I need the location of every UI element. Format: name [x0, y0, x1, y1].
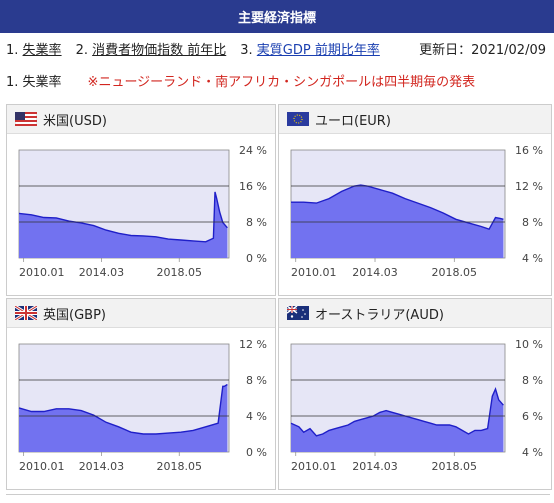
nav-item-gdp[interactable]: 3. 実質GDP 前期比年率 [240, 42, 380, 58]
series-line [18, 383, 228, 435]
y-tick-label: 24 % [239, 144, 267, 157]
chart-aud: 10 % 8 % 6 % 4 % 2010.01 2014.03 2018.05 [290, 338, 543, 473]
nav-item-cpi[interactable]: 2. 消費者物価指数 前年比 [75, 42, 227, 58]
panel-title: 米国(USD) [43, 113, 107, 129]
y-tick-label: 16 % [239, 180, 267, 193]
panel-aud: オーストラリア(AUD) 10 % 8 % 6 % 4 % 2010.01 2014.03… [278, 298, 552, 490]
x-tick-label: 2018.05 [432, 266, 478, 279]
panel-title: 英国(GBP) [43, 307, 106, 323]
y-tick-label: 12 % [515, 180, 543, 193]
y-tick-label: 12 % [239, 338, 267, 351]
x-tick-label: 2010.01 [19, 266, 65, 279]
panel-eur: ユーロ(EUR) 16 % 12 % 8 % 4 % 2010.01 2014.03 201… [278, 104, 552, 296]
section-title: 1. 失業率 [6, 74, 62, 90]
nav-link-unemployment[interactable]: 失業率 [22, 42, 62, 58]
au-flag-icon [287, 306, 309, 320]
y-tick-label: 8 % [246, 216, 267, 229]
x-tick-label: 2014.03 [352, 266, 398, 279]
x-tick-label: 2018.05 [156, 460, 202, 473]
indicator-nav: 1. 失業率 2. 消費者物価指数 前年比 3. 実質GDP 前期比年率 更新日… [0, 33, 554, 63]
series-area [19, 384, 228, 452]
y-tick-label: 8 % [522, 374, 543, 387]
panel-header: 英国(GBP) [7, 299, 275, 328]
panel-header: ユーロ(EUR) [279, 105, 551, 134]
y-tick-label: 16 % [515, 144, 543, 157]
y-tick-label: 6 % [522, 410, 543, 423]
y-tick-label: 4 % [522, 252, 543, 265]
uk-flag-icon [15, 306, 37, 320]
x-tick-label: 2014.03 [352, 460, 398, 473]
series-line [18, 191, 228, 243]
section-heading-row: 1. 失業率 ※ニュージーランド・南アフリカ・シンガポールは四半期毎の発表 [0, 63, 554, 97]
nav-link-gdp[interactable]: 実質GDP 前期比年率 [256, 42, 380, 58]
series-line [290, 386, 504, 437]
x-tick-label: 2010.01 [291, 460, 337, 473]
chart-usd: 24 % 16 % 8 % 0 % 2010.01 2014.03 2018.05 [18, 144, 267, 279]
y-tick-label: 8 % [522, 216, 543, 229]
nav-link-cpi[interactable]: 消費者物価指数 前年比 [92, 42, 227, 58]
y-tick-label: 8 % [246, 374, 267, 387]
series-area [291, 185, 504, 258]
chart-gbp: 12 % 8 % 4 % 0 % 2010.01 2014.03 2018.05 [18, 338, 267, 473]
series-line [291, 184, 504, 231]
panel-header: 米国(USD) [7, 105, 275, 134]
page-header: 主要経済指標 [0, 0, 554, 33]
section-note: ※ニュージーランド・南アフリカ・シンガポールは四半期毎の発表 [87, 74, 476, 90]
y-tick-label: 0 % [246, 446, 267, 459]
page-title: 主要経済指標 [237, 11, 316, 26]
nav-item-unemployment[interactable]: 1. 失業率 [6, 42, 62, 58]
x-tick-label: 2018.05 [432, 460, 478, 473]
panel-header: オーストラリア(AUD) [279, 299, 551, 328]
series-area [291, 389, 504, 452]
x-tick-label: 2014.03 [79, 266, 125, 279]
panel-title: オーストラリア(AUD) [315, 307, 444, 323]
x-tick-label: 2018.05 [156, 266, 202, 279]
series-area [19, 191, 228, 258]
eu-flag-icon [287, 112, 309, 126]
y-tick-label: 4 % [522, 446, 543, 459]
panel-title: ユーロ(EUR) [315, 113, 391, 129]
updated-date: 更新日：2021/02/09 [419, 42, 546, 58]
next-panel-row-edge [6, 494, 550, 503]
us-flag-icon [15, 112, 37, 126]
panel-usd: 米国(USD) 24 % 16 % 8 % 0 % 2010.01 2014.03 2018… [6, 104, 276, 296]
x-tick-label: 2010.01 [19, 460, 65, 473]
x-tick-label: 2010.01 [291, 266, 337, 279]
chart-eur: 16 % 12 % 8 % 4 % 2010.01 2014.03 2018.05 [290, 144, 543, 279]
y-tick-label: 10 % [515, 338, 543, 351]
y-tick-label: 0 % [246, 252, 267, 265]
x-tick-label: 2014.03 [79, 460, 125, 473]
panel-gbp: 英国(GBP) 12 % 8 % 4 % 0 % 2010.01 2014.03 2018.… [6, 298, 276, 490]
y-tick-label: 4 % [246, 410, 267, 423]
